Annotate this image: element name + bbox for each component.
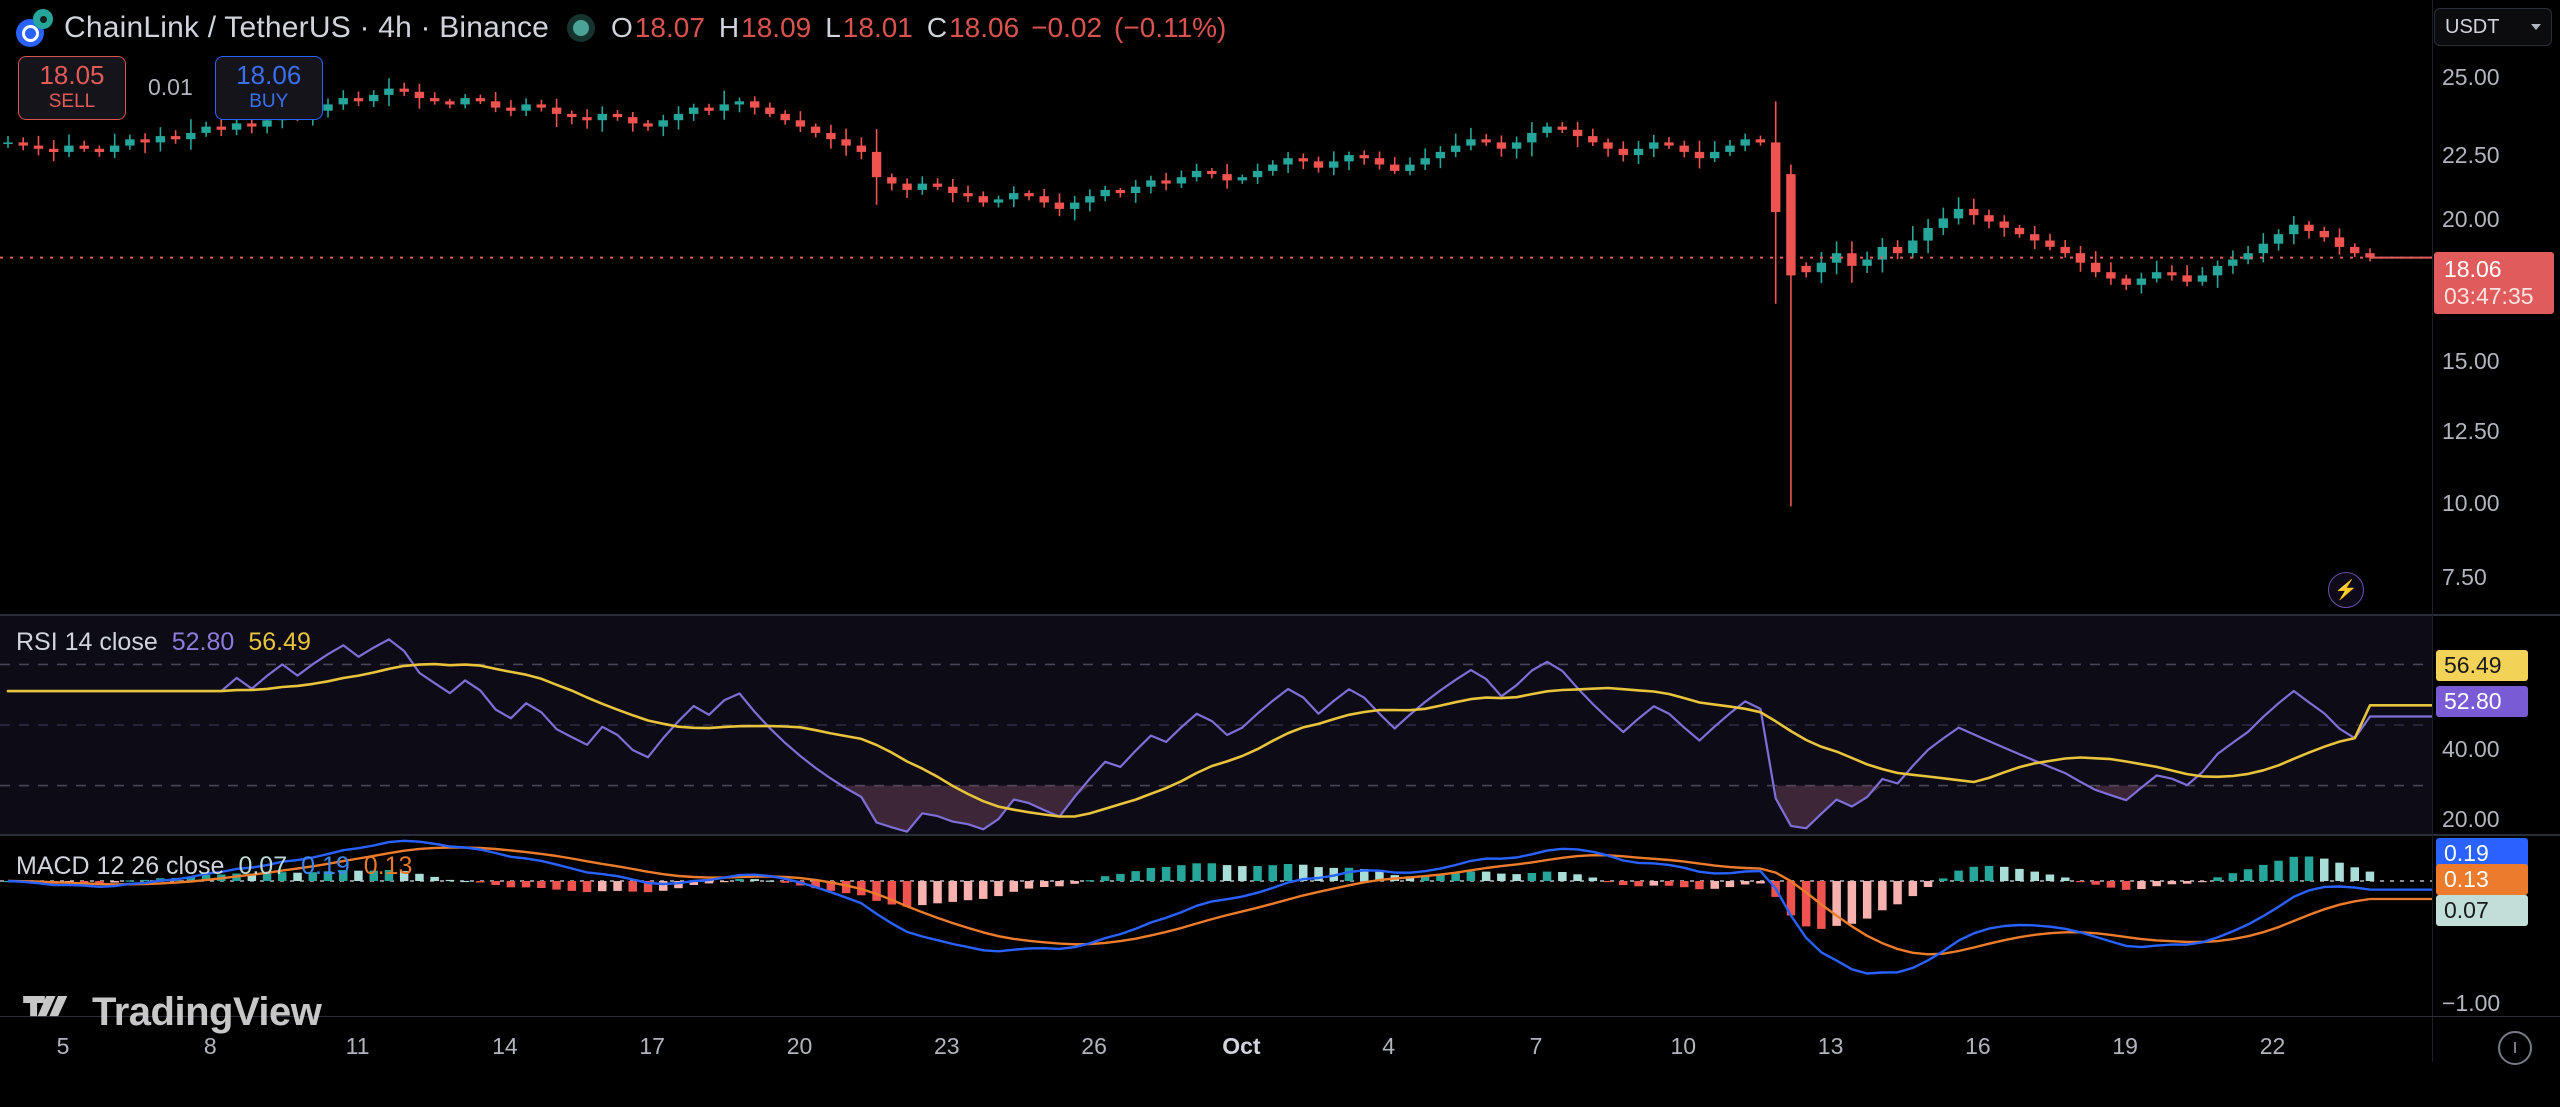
rsi-ma-badge: 56.49: [2436, 650, 2528, 681]
buy-label: BUY: [249, 91, 289, 113]
current-price-badge: 18.06 03:47:35: [2434, 252, 2554, 315]
time-tick-0: 5: [56, 1033, 70, 1059]
time-tick-14: 19: [2112, 1033, 2138, 1059]
price-axis-divider: [2432, 0, 2433, 1062]
time-tick-10: 7: [1529, 1033, 1543, 1059]
price-tick-6: 7.50: [2442, 564, 2487, 590]
time-tick-13: 16: [1965, 1033, 1991, 1059]
time-tick-4: 17: [639, 1033, 665, 1059]
macd-canvas: [0, 839, 2432, 975]
time-tick-2: 11: [345, 1033, 370, 1059]
ohlc-change: −0.02: [1031, 12, 1103, 43]
ohlc-close-value: 18.06: [949, 12, 1020, 43]
rsi-legend-title: RSI 14 close: [16, 628, 158, 656]
series-status-icon: [567, 14, 596, 42]
time-tick-5: 20: [786, 1033, 813, 1059]
macd-legend-hist: 0.07: [238, 852, 288, 880]
symbol-legend[interactable]: ChainLink / TetherUS · 4h · Binance O 18…: [0, 0, 1226, 56]
rsi-pane[interactable]: [0, 616, 2432, 834]
time-tick-15: 22: [2259, 1033, 2286, 1059]
ohlc-low-key: L: [825, 12, 841, 43]
rsi-legend[interactable]: RSI 14 close 52.80 56.49: [16, 628, 311, 657]
macd-line-badge: 0.19: [2436, 838, 2528, 869]
price-tick-5: 10.00: [2442, 490, 2500, 516]
macd-hist-badge: 0.07: [2436, 895, 2528, 926]
price-tick-1: 22.50: [2442, 142, 2500, 168]
macd-signal-badge: 0.13: [2436, 864, 2528, 895]
rsi-value-badge: 52.80: [2436, 686, 2528, 717]
macd-legend[interactable]: MACD 12 26 close 0.07 0.19 0.13: [16, 852, 412, 881]
tradingview-mark-icon: [23, 995, 68, 1016]
tradingview-wordmark: TradingView: [92, 990, 322, 1034]
price-axis[interactable]: 25.00 22.50 20.00 15.00 12.50 10.00 7.50…: [2432, 0, 2560, 1062]
ohlc-change-percent: (−0.11%): [1114, 12, 1227, 43]
price-tick-2: 20.00: [2442, 206, 2500, 232]
buy-button[interactable]: 18.06 BUY: [214, 56, 323, 120]
price-tick-4: 12.50: [2442, 418, 2500, 444]
ohlc-low-value: 18.01: [842, 12, 913, 43]
macd-legend-signal: 0.13: [363, 852, 413, 880]
time-tick-7: 26: [1081, 1033, 1107, 1059]
tradingview-logo: TradingView: [22, 990, 322, 1035]
lightning-icon[interactable]: ⚡: [2328, 572, 2364, 608]
time-tick-11: 10: [1670, 1033, 1697, 1059]
sell-price: 18.05: [39, 59, 105, 90]
rsi-legend-value-ma: 52.80: [171, 628, 235, 656]
ohlc-open-value: 18.07: [634, 12, 705, 43]
buy-sell-widget[interactable]: 18.05 SELL 0.01 18.06 BUY: [18, 56, 323, 120]
rsi-legend-value-rsi: 56.49: [248, 628, 311, 656]
clock-icon[interactable]: [2498, 1031, 2532, 1065]
time-tick-6: 23: [934, 1033, 960, 1059]
current-price-value: 18.06: [2444, 256, 2502, 282]
time-tick-9: 4: [1382, 1033, 1396, 1059]
pane-divider-2: [0, 834, 2560, 836]
currency-select-value: USDT: [2445, 15, 2500, 38]
ohlc-high-key: H: [718, 12, 740, 43]
currency-select[interactable]: USDT: [2434, 8, 2552, 46]
price-pane[interactable]: [0, 0, 2432, 614]
time-axis-divider: [0, 1016, 2560, 1017]
sell-label: SELL: [48, 91, 96, 113]
time-axis[interactable]: 5 8 11 14 17 20 23 26 Oct 4 7 10 13 16 19 22: [0, 1017, 2560, 1107]
price-tick-3: 15.00: [2442, 348, 2500, 374]
macd-legend-title: MACD 12 26 close: [16, 852, 225, 880]
chainlink-logo-icon: [12, 7, 54, 49]
time-tick-8: Oct: [1222, 1033, 1261, 1059]
time-tick-1: 8: [203, 1033, 217, 1059]
ohlc-close-key: C: [926, 12, 948, 43]
spread-value: 0.01: [148, 74, 193, 100]
sell-button[interactable]: 18.05 SELL: [18, 56, 126, 120]
ohlc-open-key: O: [611, 12, 633, 43]
price-tick-0: 25.00: [2442, 64, 2500, 90]
macd-pane[interactable]: [0, 836, 2432, 1016]
macd-tick-0: −1.00: [2442, 990, 2501, 1016]
buy-price: 18.06: [236, 59, 302, 90]
ohlc-high-value: 18.09: [741, 12, 812, 43]
symbol-title[interactable]: ChainLink / TetherUS · 4h · Binance: [64, 11, 550, 44]
candlestick-canvas: [0, 78, 2432, 507]
bar-countdown: 03:47:35: [2444, 283, 2534, 310]
ohlc-values: O 18.07 H 18.09 L 18.01 C 18.06 −0.02 (−…: [611, 12, 1226, 44]
time-tick-12: 13: [1817, 1033, 1844, 1059]
rsi-tick-1: 20.00: [2442, 806, 2500, 832]
chevron-down-icon: [2531, 24, 2541, 30]
rsi-canvas: [0, 616, 2432, 834]
pane-divider-1: [0, 614, 2560, 616]
macd-legend-macd: 0.19: [301, 852, 350, 880]
time-tick-3: 14: [492, 1033, 518, 1059]
rsi-tick-0: 40.00: [2442, 736, 2500, 762]
